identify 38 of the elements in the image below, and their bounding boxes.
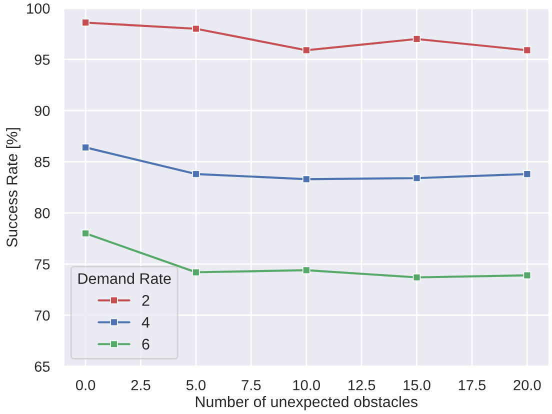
legend-label: 6: [142, 338, 150, 350]
y-tick-label: 75: [34, 259, 50, 270]
y-axis-title: Success Rate [%]: [6, 128, 20, 247]
point: [192, 170, 200, 178]
y-tick-label: 100: [27, 3, 50, 14]
x-tick-label: 10.0: [293, 380, 320, 390]
point: [412, 35, 421, 43]
x-tick-label: 15.0: [404, 380, 430, 390]
y-tick-label: 85: [34, 156, 50, 168]
point: [523, 170, 532, 178]
y-tick-label: 80: [34, 208, 50, 218]
legend-label: 4: [142, 317, 150, 328]
legend-label: 2: [142, 295, 150, 306]
point: [412, 273, 421, 282]
point: [82, 229, 90, 238]
point: [82, 18, 90, 26]
x-tick-label: 5.0: [186, 380, 206, 390]
x-tick-label: 17.5: [458, 380, 486, 390]
x-tick-label: 7.5: [242, 380, 261, 390]
point: [192, 24, 200, 33]
x-tick-label: 0.0: [76, 380, 96, 390]
x-tick-label: 12.5: [348, 380, 376, 390]
point: [523, 46, 532, 54]
point: [192, 268, 200, 276]
y-tick-label: 90: [34, 106, 50, 116]
point: [302, 46, 310, 54]
point: [302, 175, 310, 184]
point: [412, 174, 421, 182]
x-tick-label: 20.0: [514, 380, 541, 390]
y-tick-label: 70: [34, 310, 50, 321]
point: [523, 271, 532, 280]
legend-title: Demand Rate: [78, 272, 171, 284]
x-tick-label: 2.5: [131, 380, 150, 390]
y-tick-label: 95: [34, 54, 50, 65]
point: [302, 266, 310, 274]
x-axis-title: Number of unexpected obstacles: [196, 396, 418, 410]
y-tick-label: 65: [34, 361, 50, 372]
point: [82, 144, 90, 152]
